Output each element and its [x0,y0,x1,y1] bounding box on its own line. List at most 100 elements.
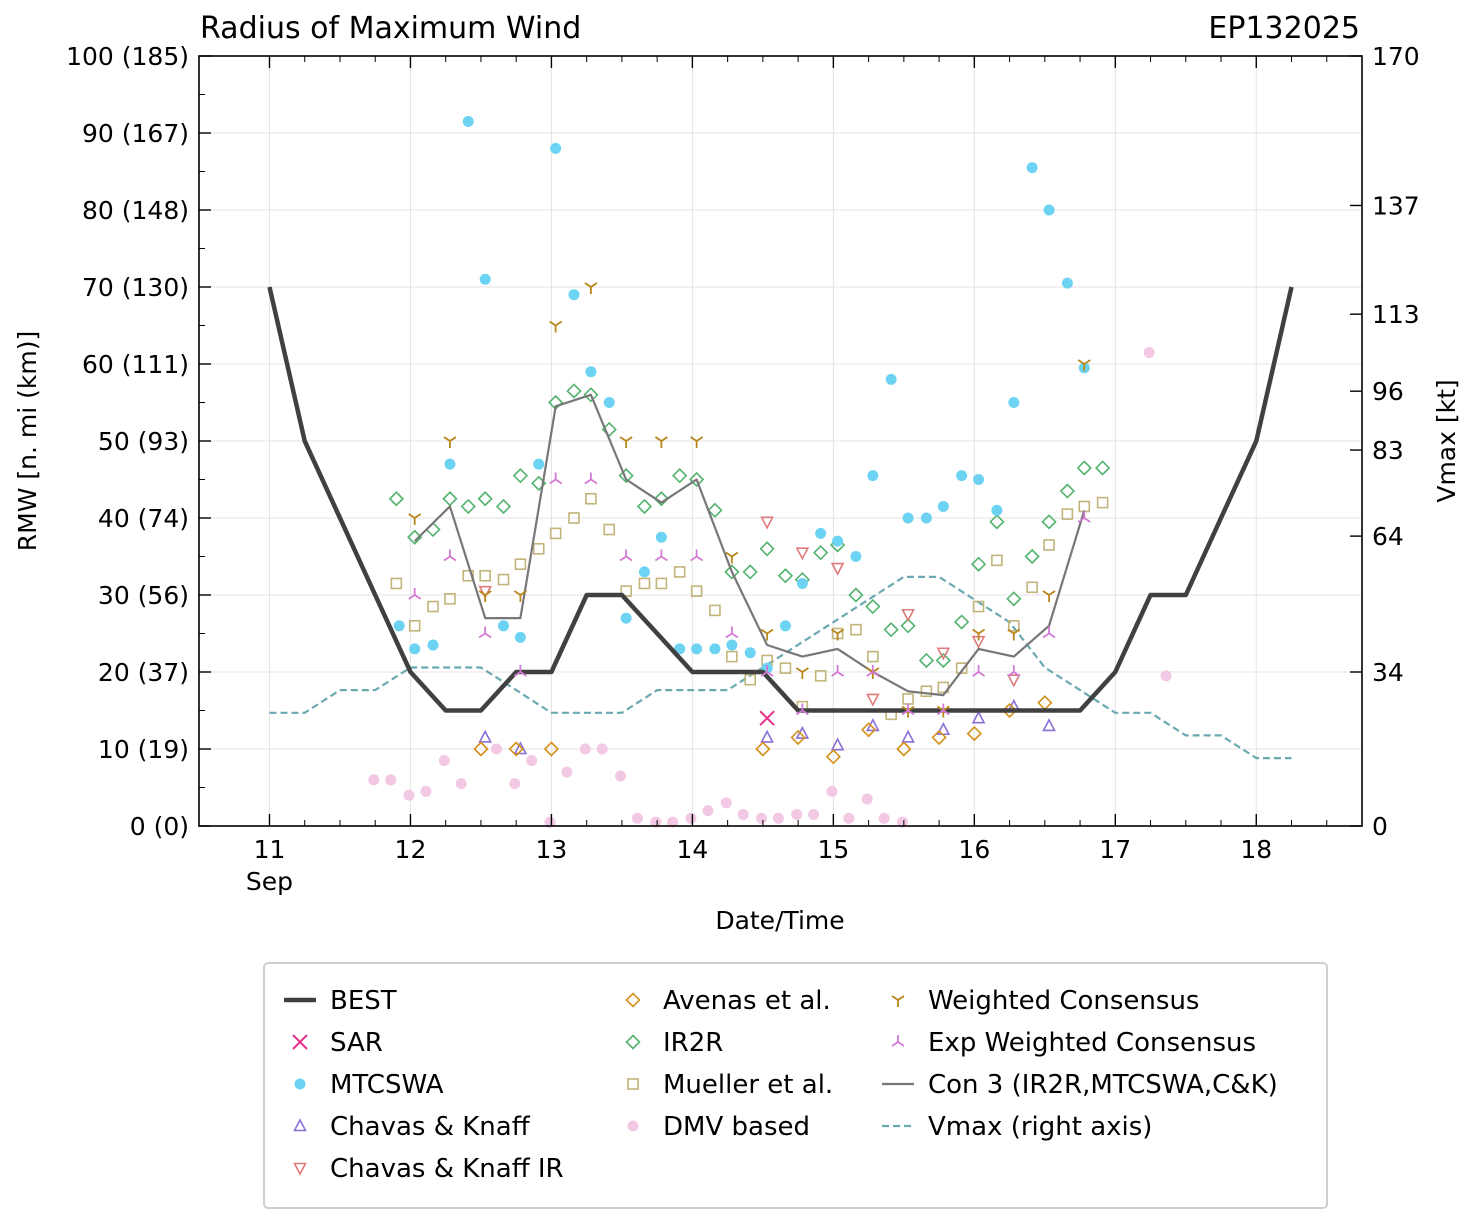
legend-swatch-sar [292,1034,308,1050]
series-line-best [267,286,1294,713]
point-wcons-stroke [795,667,803,673]
point-ckir [830,562,845,576]
point-ir2r [970,556,987,572]
legend-label-best: BEST [330,986,397,1016]
legend-label-mtcswa: MTCSWA [330,1070,444,1100]
point-wcons-stroke [408,513,416,519]
point-wcons-stroke [696,436,704,442]
legend-swatch-mtcswa [294,1078,306,1090]
point-mtcswa [497,620,509,632]
legend-label-ewcons: Exp Weighted Consensus [928,1028,1256,1058]
point-mueller [655,577,668,590]
series-mtcswa [393,115,1090,674]
point-ckir [936,647,951,661]
point-wcons-stroke [443,436,451,442]
point-ewcons-stroke [584,478,592,485]
point-wcons [443,436,457,448]
point-ewcons [408,588,422,600]
point-ewcons-stroke [978,671,986,677]
point-ck [513,741,528,755]
point-ewcons-stroke [513,671,521,677]
point-wcons-stroke [760,628,768,635]
point-avenas [543,741,560,757]
legend-entry-vmax: Vmax (right axis) [882,1112,1152,1142]
point-ewcons-stroke [1048,632,1056,639]
legend-swatch-ewcons [891,1035,905,1047]
point-ewcons-stroke [1007,671,1015,677]
point-dmv [808,808,820,820]
point-ewcons-stroke [443,555,451,562]
point-mtcswa [973,474,985,485]
legend-entries: BEST SAR MTCSWA Chavas & Knaff Chavas & Knaf… [284,986,1278,1184]
point-wcons [866,667,880,679]
point-mueller [585,492,597,505]
data-layer [267,115,1294,828]
point-ewcons-stroke [760,671,768,677]
x-tick-label: 12 [395,835,427,864]
point-dmv [420,785,432,797]
point-mueller [497,573,510,586]
point-wcons-stroke [1007,628,1015,635]
point-mueller [479,569,491,582]
point-dmv [490,743,502,755]
point-ewcons [443,549,457,562]
point-mueller [1008,619,1020,632]
point-dmv [772,812,784,824]
legend-label-ir2r: IR2R [663,1028,723,1058]
point-wcons-stroke [625,436,633,442]
point-dmv [455,778,467,790]
x-tick-label: 16 [958,835,990,864]
point-ir2r [742,564,758,580]
point-mueller [408,619,421,632]
point-ewcons [972,665,986,677]
point-ewcons-stroke [590,478,598,485]
point-ewcons-stroke [414,594,422,600]
point-dmv [702,805,714,817]
point-dmv [861,793,873,805]
point-ewcons [795,703,809,716]
point-wcons [408,513,422,525]
point-wcons-stroke [660,436,668,442]
point-mtcswa [920,512,932,524]
point-ewcons-stroke [866,671,874,677]
point-ir2r [672,468,688,484]
legend-entry-ckir: Chavas & Knaff IR [293,1154,564,1184]
point-mueller [779,662,792,674]
point-wcons-stroke [584,282,592,288]
point-wcons [972,628,986,641]
point-wcons-stroke [1083,359,1091,365]
point-ckir [795,547,810,561]
storm-id: EP132025 [1208,11,1360,46]
point-dmv [385,774,397,786]
point-ir2r [989,514,1005,530]
y-tick-label-left: 0 (0) [130,812,189,841]
point-mtcswa [709,643,721,655]
point-avenas [860,722,877,738]
legend-label-ck: Chavas & Knaff [330,1112,531,1142]
point-ewcons-stroke [549,478,557,485]
y-tick-label-right: 96 [1372,377,1404,406]
point-wcons-stroke [484,590,492,596]
series-ck [478,698,1056,755]
point-ewcons-stroke [690,555,698,562]
point-mtcswa [655,531,667,543]
point-mtcswa [533,458,545,470]
point-wcons [795,667,809,679]
point-ewcons-stroke [766,671,774,677]
point-wcons-stroke [513,590,521,596]
y-tick-label-right: 170 [1372,42,1420,71]
x-tick-label: 11 [254,835,286,864]
point-ewcons [866,665,880,677]
point-ck [901,729,915,743]
point-ewcons [513,665,527,677]
point-ewcons-stroke [625,555,633,562]
point-mtcswa [885,373,897,385]
point-ir2r [618,468,634,484]
legend-entry-con3: Con 3 (IR2R,MTCSWA,C&K) [882,1070,1278,1100]
point-wcons [619,436,633,448]
y-tick-label-left: 50 (93) [98,427,189,456]
point-dmv [596,743,608,755]
point-mtcswa [1061,277,1073,289]
point-ewcons [549,472,563,485]
point-mueller [814,670,827,682]
